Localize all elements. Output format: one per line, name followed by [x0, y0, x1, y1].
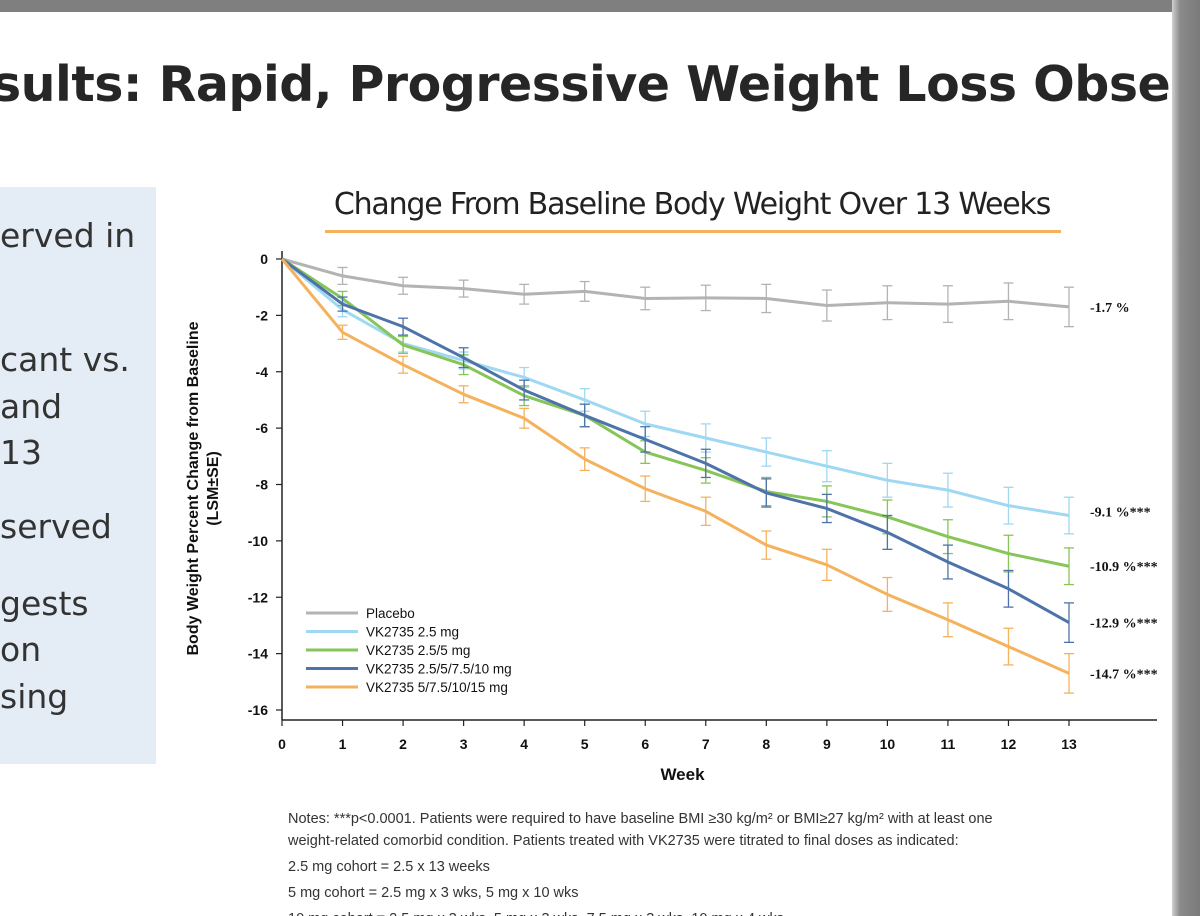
legend-label: VK2735 2.5 mg — [366, 625, 459, 640]
series-line-vk2735-2-5-5-mg — [281, 257, 1070, 568]
x-tick-label: 8 — [762, 736, 770, 752]
window-edge — [1172, 0, 1200, 916]
x-tick-label: 12 — [1001, 736, 1017, 752]
x-tick-label: 13 — [1061, 736, 1077, 752]
bullet-text: on — [0, 630, 42, 669]
series-line-vk2735-2-5-5-7-5-10-mg — [281, 257, 1070, 624]
x-tick-label: 3 — [460, 736, 468, 752]
bullet-text: and — [0, 387, 63, 426]
slide-title: sults: Rapid, Progressive Weight Loss Ob… — [0, 56, 1172, 113]
end-value-label: -1.7 % — [1090, 301, 1130, 316]
note-line: Notes: ***p<0.0001. Patients were requir… — [288, 811, 993, 827]
legend-label: VK2735 2.5/5 mg — [366, 643, 470, 658]
x-tick-label: 4 — [520, 736, 528, 752]
x-tick-label: 11 — [941, 736, 956, 752]
y-tick-label: 0 — [260, 251, 268, 267]
x-axis-title: Week — [660, 765, 705, 784]
y-tick-label: -4 — [256, 364, 269, 380]
bullet-text: sing — [0, 677, 69, 716]
x-tick-label: 2 — [399, 736, 407, 752]
y-tick-label: -6 — [256, 420, 269, 436]
bullet-text: gests — [0, 584, 89, 623]
chart-title-underline — [325, 230, 1061, 233]
y-tick-label: -2 — [256, 307, 269, 323]
x-tick-label: 1 — [339, 736, 347, 752]
end-value-label: -12.9 %*** — [1090, 617, 1158, 632]
y-axis-title: Body Weight Percent Change from Baseline — [185, 321, 202, 655]
note-line: 2.5 mg cohort = 2.5 x 13 weeks — [288, 859, 490, 875]
bullet-text: served — [0, 507, 112, 546]
note-line: weight-related comorbid condition. Patie… — [288, 833, 959, 849]
end-value-label: -14.7 %*** — [1090, 667, 1158, 682]
bullet-panel: erved in cant vs. and 13 served gests on… — [0, 187, 156, 764]
y-tick-label: -12 — [248, 589, 268, 605]
chart-title: Change From Baseline Body Weight Over 13… — [333, 187, 1052, 222]
x-tick-label: 0 — [278, 736, 286, 752]
note-line: 5 mg cohort = 2.5 mg x 3 wks, 5 mg x 10 … — [288, 885, 579, 901]
series-line-vk2735-2-5-mg — [281, 257, 1070, 517]
x-tick-label: 7 — [702, 736, 710, 752]
y-tick-label: -16 — [248, 702, 268, 718]
bullet-text: 13 — [0, 433, 42, 472]
x-tick-label: 9 — [823, 736, 831, 752]
weight-loss-chart: 0-2-4-6-8-10-12-14-160 1 2 3 4 5 6 7 8 9 10 11 12 13W… — [185, 251, 1158, 784]
legend-label: VK2735 5/7.5/10/15 mg — [366, 680, 508, 695]
x-tick-label: 6 — [641, 736, 649, 752]
x-tick-label: 10 — [880, 736, 896, 752]
end-value-label: -10.9 %*** — [1090, 560, 1158, 575]
y-tick-label: -10 — [248, 533, 268, 549]
y-tick-label: -14 — [248, 646, 268, 662]
y-tick-label: -8 — [256, 477, 269, 493]
slide: sults: Rapid, Progressive Weight Loss Ob… — [0, 12, 1172, 916]
series-line-vk2735-5-7-5-10-15-mg — [280, 258, 1070, 675]
note-line: 10 mg cohort = 2.5 mg x 3 wks, 5 mg x 3 … — [288, 908, 1148, 916]
bullet-text: erved in — [0, 216, 136, 255]
legend-label: Placebo — [366, 606, 415, 621]
series-line-placebo — [281, 257, 1070, 309]
end-value-label: -9.1 %*** — [1090, 506, 1151, 521]
footnotes: Notes: ***p<0.0001. Patients were requir… — [288, 808, 1148, 916]
legend-label: VK2735 2.5/5/7.5/10 mg — [366, 662, 512, 677]
x-tick-label: 5 — [581, 736, 589, 752]
bullet-text: cant vs. — [0, 340, 130, 379]
y-axis-title: (LSM±SE) — [205, 451, 222, 526]
